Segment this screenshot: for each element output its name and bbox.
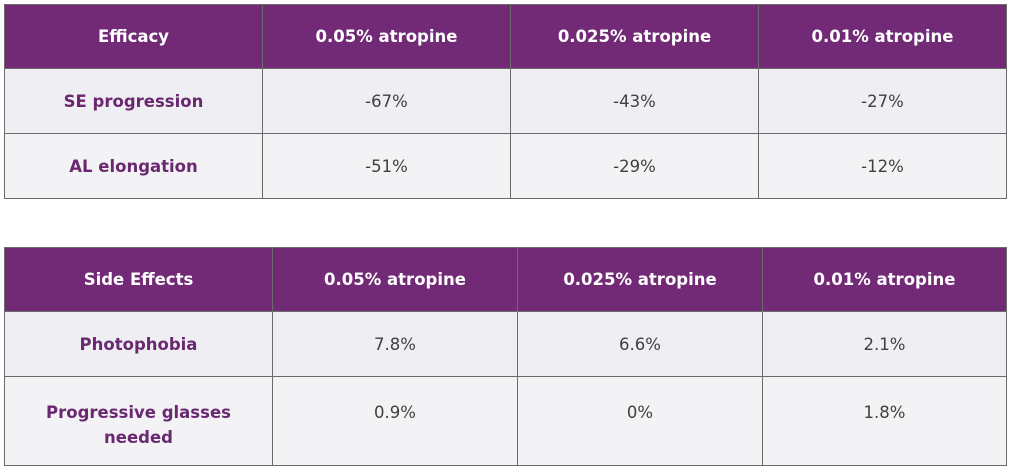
column-header-0-05-atropine: 0.05% atropine [262,4,511,69]
column-header-efficacy: Efficacy [4,4,263,69]
table-cell: -43% [510,68,759,134]
row-label-al-elongation: AL elongation [4,133,263,199]
table-cell: -27% [758,68,1007,134]
column-header-side-effects: Side Effects [4,247,273,312]
table-row: Progressive glasses needed 0.9% 0% 1.8% [4,376,1007,466]
table-cell: 2.1% [762,311,1007,377]
table-header-row: Efficacy 0.05% atropine 0.025% atropine … [4,4,1007,69]
table-cell: 1.8% [762,376,1007,466]
table-cell: -51% [262,133,511,199]
table-row: Photophobia 7.8% 6.6% 2.1% [4,311,1007,377]
side-effects-table: Side Effects 0.05% atropine 0.025% atrop… [4,247,1007,466]
table-row: SE progression -67% -43% -27% [4,68,1007,134]
column-header-0-025-atropine: 0.025% atropine [510,4,759,69]
table-cell: 6.6% [517,311,763,377]
row-label-text: Progressive glasses needed [46,403,231,447]
column-header-0-05-atropine: 0.05% atropine [272,247,518,312]
table-cell: 0.9% [272,376,518,466]
table-cell: -67% [262,68,511,134]
column-header-0-01-atropine: 0.01% atropine [762,247,1007,312]
table-header-row: Side Effects 0.05% atropine 0.025% atrop… [4,247,1007,312]
column-header-0-025-atropine: 0.025% atropine [517,247,763,312]
table-cell: -12% [758,133,1007,199]
table-cell-text: 1.8% [863,403,906,422]
table-cell: 0% [517,376,763,466]
column-header-0-01-atropine: 0.01% atropine [758,4,1007,69]
table-row: AL elongation -51% -29% -12% [4,133,1007,199]
row-label-photophobia: Photophobia [4,311,273,377]
efficacy-table: Efficacy 0.05% atropine 0.025% atropine … [4,4,1007,199]
table-cell-text: 0% [626,403,654,422]
table-cell: -29% [510,133,759,199]
table-cell-text: 0.9% [374,403,416,422]
row-label-progressive-glasses-needed: Progressive glasses needed [4,376,273,466]
table-cell: 7.8% [272,311,518,377]
row-label-se-progression: SE progression [4,68,263,134]
